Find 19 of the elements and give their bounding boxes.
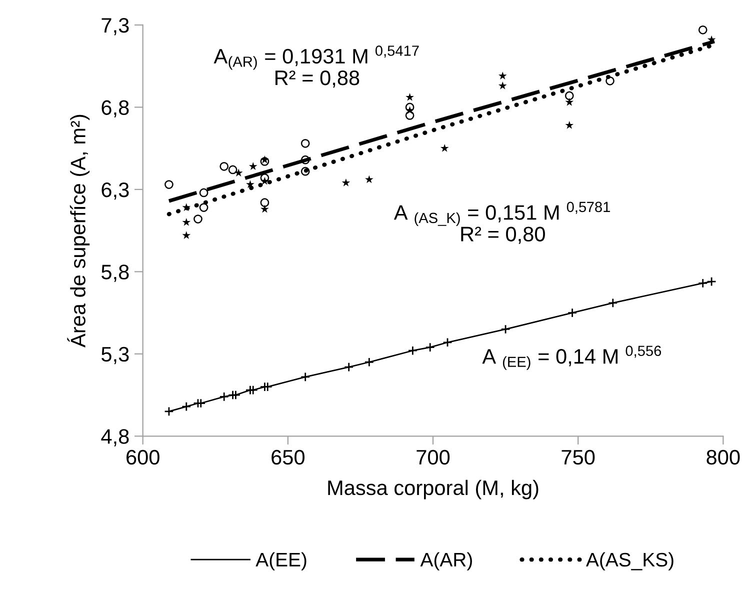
y-axis-title: Área de superfíce (A, m²)	[67, 114, 90, 348]
y-tick-label: 6,3	[102, 182, 129, 200]
legend-label: A(AR)	[420, 552, 472, 570]
y-tick-label: 4,8	[101, 429, 129, 446]
y-tick-label: 5,3	[102, 346, 129, 364]
x-tick-label: 700	[416, 450, 450, 465]
y-tick-label: 7,3	[102, 18, 129, 36]
x-tick-label: 650	[272, 450, 304, 465]
text: A $_{(AS_K)}$ = 0,151 M $^{0,5781}$ R² = 0,80	[394, 202, 610, 244]
annotation: A $_{(EE)}$ = 0,14 M $^{0,556}$	[482, 346, 662, 370]
x-tick-label: 800	[706, 450, 740, 465]
y-tick-label: 5,8	[102, 264, 129, 282]
text: A$_{(AR)}$ = 0,1931 M $^{0,5417}$ R² = 0,88	[214, 46, 419, 88]
x-tick-label: 750	[562, 450, 595, 465]
x-axis-title: Massa corporal (M, kg)	[328, 480, 538, 500]
x-tick-label: 600	[126, 450, 160, 465]
y-tick-label: 6,8	[102, 100, 129, 118]
legend-label: A(EE)	[256, 552, 306, 570]
legend-label: A(AS_KS)	[586, 552, 674, 570]
